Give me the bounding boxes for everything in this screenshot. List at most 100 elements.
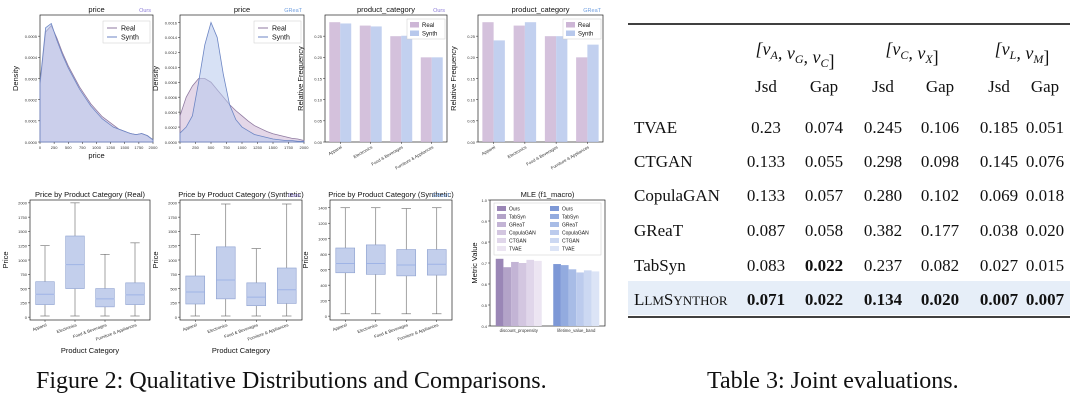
y-tick-label: 0.05	[314, 119, 323, 124]
x-tick-label: Apparel	[327, 145, 342, 157]
iqr-box	[426, 249, 447, 276]
y-tick-label: 200	[320, 298, 327, 303]
table-cell: 0.027	[980, 256, 1019, 275]
x-tick-label: discount_propensity	[500, 328, 539, 333]
y-axis-label: Price	[301, 251, 310, 268]
x-tick-label: 250	[51, 145, 58, 150]
y-tick-label: 0.0008	[165, 80, 178, 85]
box-food-beverages	[246, 248, 267, 317]
x-axis-label: Product Category	[61, 346, 120, 355]
x-tick-label: 1500	[269, 145, 279, 150]
x-tick-label: Apparel	[182, 322, 198, 332]
x-tick-label: 1750	[284, 145, 294, 150]
row-label: TabSyn	[634, 256, 686, 275]
y-tick-label: 0.15	[314, 76, 323, 81]
x-tick-label: 500	[208, 145, 215, 150]
figure-2: price Ours Density 0 250 500 750 1000 1250 1500 17…	[1, 5, 606, 355]
legend-label: Real	[578, 23, 590, 29]
y-axis-label: Metric Value	[470, 242, 479, 283]
iqr-box	[65, 235, 85, 289]
legend-swatch	[497, 214, 506, 219]
legend-swatch	[497, 222, 506, 227]
highlight-row-bg	[628, 281, 1070, 315]
table-cell: 0.082	[921, 256, 959, 275]
y-tick-label: 1750	[168, 215, 178, 220]
bar-tvae	[591, 271, 600, 326]
panel-title: Price by Product Category (Synthetic)	[178, 190, 304, 199]
y-tick-label: 0.25	[467, 34, 476, 39]
y-tick-label: 0.0002	[25, 97, 38, 102]
panel-title: Price by Product Category (Synthetic)	[328, 190, 454, 199]
y-tick-label: 0.0002	[165, 125, 178, 130]
y-tick-label: 0.0000	[25, 140, 38, 145]
bar-synth	[431, 57, 443, 143]
table-cell: 0.055	[805, 152, 843, 171]
y-tick-label: 1.0	[481, 198, 487, 203]
bar-synth	[493, 40, 505, 142]
bar-real	[359, 25, 371, 142]
table-cell: 0.280	[864, 186, 902, 205]
table-cell: 0.058	[805, 221, 843, 240]
x-tick-label: Electronics	[357, 322, 378, 334]
group-header: [vL, vM]	[995, 39, 1050, 67]
y-tick-label: 2000	[18, 201, 28, 206]
table-cell: 0.018	[1026, 186, 1064, 205]
density-synth	[179, 21, 305, 143]
iqr-box	[185, 275, 206, 305]
legend-label: TVAE	[509, 247, 522, 253]
legend-swatch	[550, 238, 559, 243]
method-tag: GReaT	[432, 193, 450, 199]
table-cell: 0.102	[921, 186, 959, 205]
legend-label: Real	[422, 23, 434, 29]
y-tick-label: 0.0014	[165, 35, 178, 40]
x-tick-label: lifetime_value_band	[557, 328, 596, 333]
legend-swatch	[566, 30, 575, 36]
iqr-box	[276, 267, 297, 304]
x-tick-label: 1250	[253, 145, 263, 150]
table-cell: 0.245	[864, 118, 902, 137]
panel-title: price	[234, 5, 250, 14]
y-tick-label: 0.0016	[165, 20, 178, 25]
bar-tabsyn	[503, 267, 512, 326]
table-cell: 0.071	[747, 290, 785, 309]
y-tick-label: 0.0004	[165, 110, 178, 115]
y-tick-label: 1250	[168, 244, 178, 249]
group-header: [vC, vX]	[885, 39, 938, 67]
row-label: LLMSYNTHOR	[634, 290, 728, 309]
table-cell: 0.007	[980, 290, 1019, 309]
table-cell: 0.076	[1026, 152, 1064, 171]
legend-label: CopulaGAN	[509, 231, 536, 237]
panel-5: Price by Product Category (Synthetic)Our…	[151, 190, 304, 355]
x-tick-label: 1500	[120, 145, 130, 150]
table-cell: 0.23	[751, 118, 781, 137]
legend-label: Real	[272, 26, 287, 33]
method-tag: Ours	[433, 8, 445, 14]
table-3: [vA, vG, vC] [vC, vX] [vL, vM] Jsd Gap Jsd Gap…	[628, 23, 1070, 318]
method-tag: Ours	[288, 193, 300, 199]
y-tick-label: 0.0005	[25, 34, 38, 39]
table-cell: 0.237	[864, 256, 903, 275]
y-tick-label: 400	[320, 283, 327, 288]
density-synth	[39, 22, 154, 143]
y-tick-label: 750	[170, 272, 177, 277]
table-cell: 0.022	[805, 256, 843, 275]
legend-label: CTGAN	[562, 239, 580, 245]
legend-swatch	[566, 22, 575, 28]
y-tick-label: 250	[20, 301, 27, 306]
panel-title: price	[88, 5, 104, 14]
table-cell: 0.177	[921, 221, 960, 240]
bar-real	[420, 57, 432, 143]
table-cell: 0.022	[805, 290, 843, 309]
bar-great	[568, 269, 577, 326]
iqr-box	[35, 281, 55, 305]
y-tick-label: 0.15	[467, 76, 476, 81]
legend-label: TVAE	[562, 247, 575, 253]
y-axis-label: Price	[1, 251, 10, 268]
legend-swatch	[550, 230, 559, 235]
y-tick-label: 0.05	[467, 119, 476, 124]
legend-label: TabSyn	[562, 215, 579, 221]
bar-ctgan	[583, 270, 592, 326]
y-tick-label: 750	[20, 272, 27, 277]
table-cell: 0.007	[1026, 290, 1065, 309]
x-tick-label: 1000	[92, 145, 102, 150]
